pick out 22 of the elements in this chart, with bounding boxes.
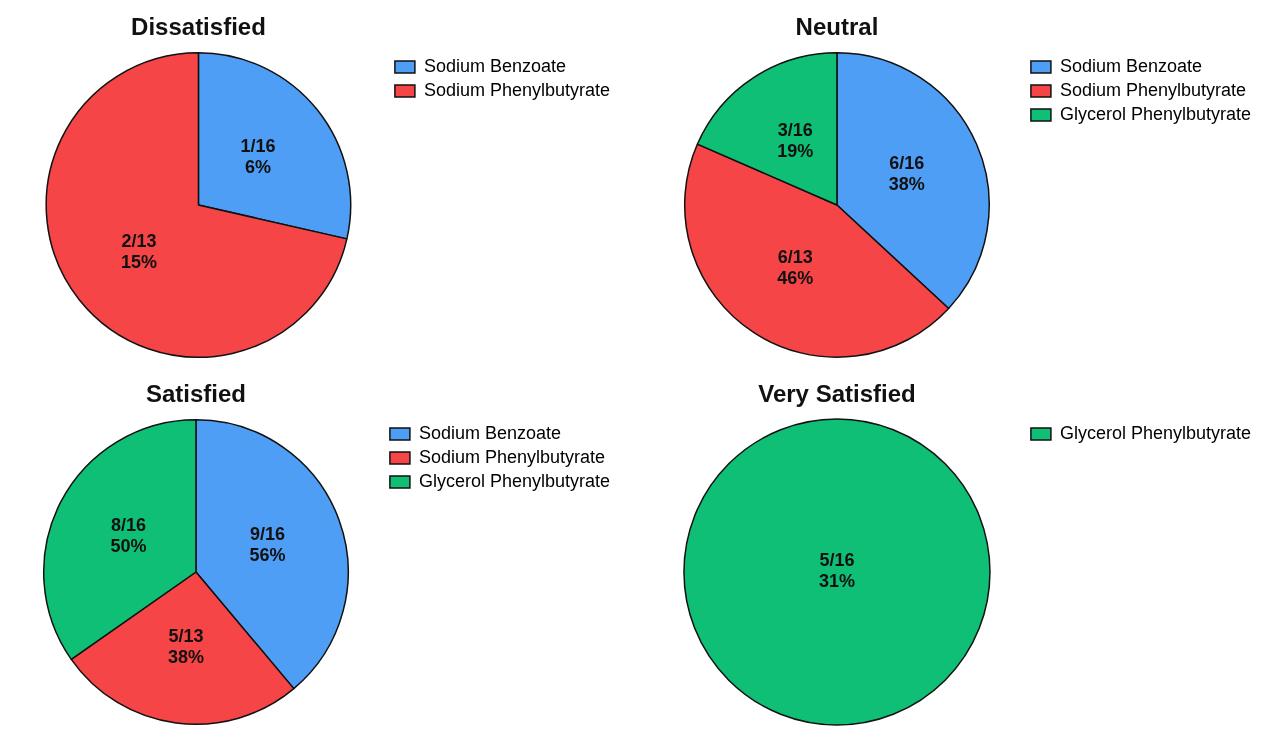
legend-label: Sodium Phenylbutyrate <box>418 446 606 467</box>
data-label: 6/13 46% <box>777 247 814 289</box>
data-label: 5/16 31% <box>818 550 855 592</box>
legend-label: Glycerol Phenylbutyrate <box>418 470 610 491</box>
data-label: 6/16 38% <box>888 153 925 194</box>
data-label: 8/16 50% <box>110 515 147 557</box>
legend-label: Glycerol Phenylbutyrate <box>1059 103 1251 124</box>
legend-label: Glycerol Phenylbutyrate <box>1059 422 1251 443</box>
data-label: 2/13 15% <box>120 230 157 272</box>
chart-title: Dissatisfied <box>131 12 266 40</box>
legend-label: Sodium Phenylbutyrate <box>1059 79 1247 100</box>
legend-label: Sodium Phenylbutyrate <box>423 79 610 100</box>
data-label: 1/16 6% <box>240 136 276 178</box>
legend-label: Sodium Benzoate <box>1059 55 1202 76</box>
chart-title: Very Satisfied <box>758 379 916 407</box>
legend-label: Sodium Benzoate <box>423 55 566 76</box>
legend-label: Sodium Benzoate <box>418 422 561 443</box>
chart-title: Neutral <box>795 12 879 40</box>
data-label: 5/13 38% <box>168 625 205 667</box>
chart-title: Satisfied <box>145 379 246 407</box>
data-label: 9/16 56% <box>249 524 286 566</box>
data-label: 3/16 19% <box>777 119 814 161</box>
